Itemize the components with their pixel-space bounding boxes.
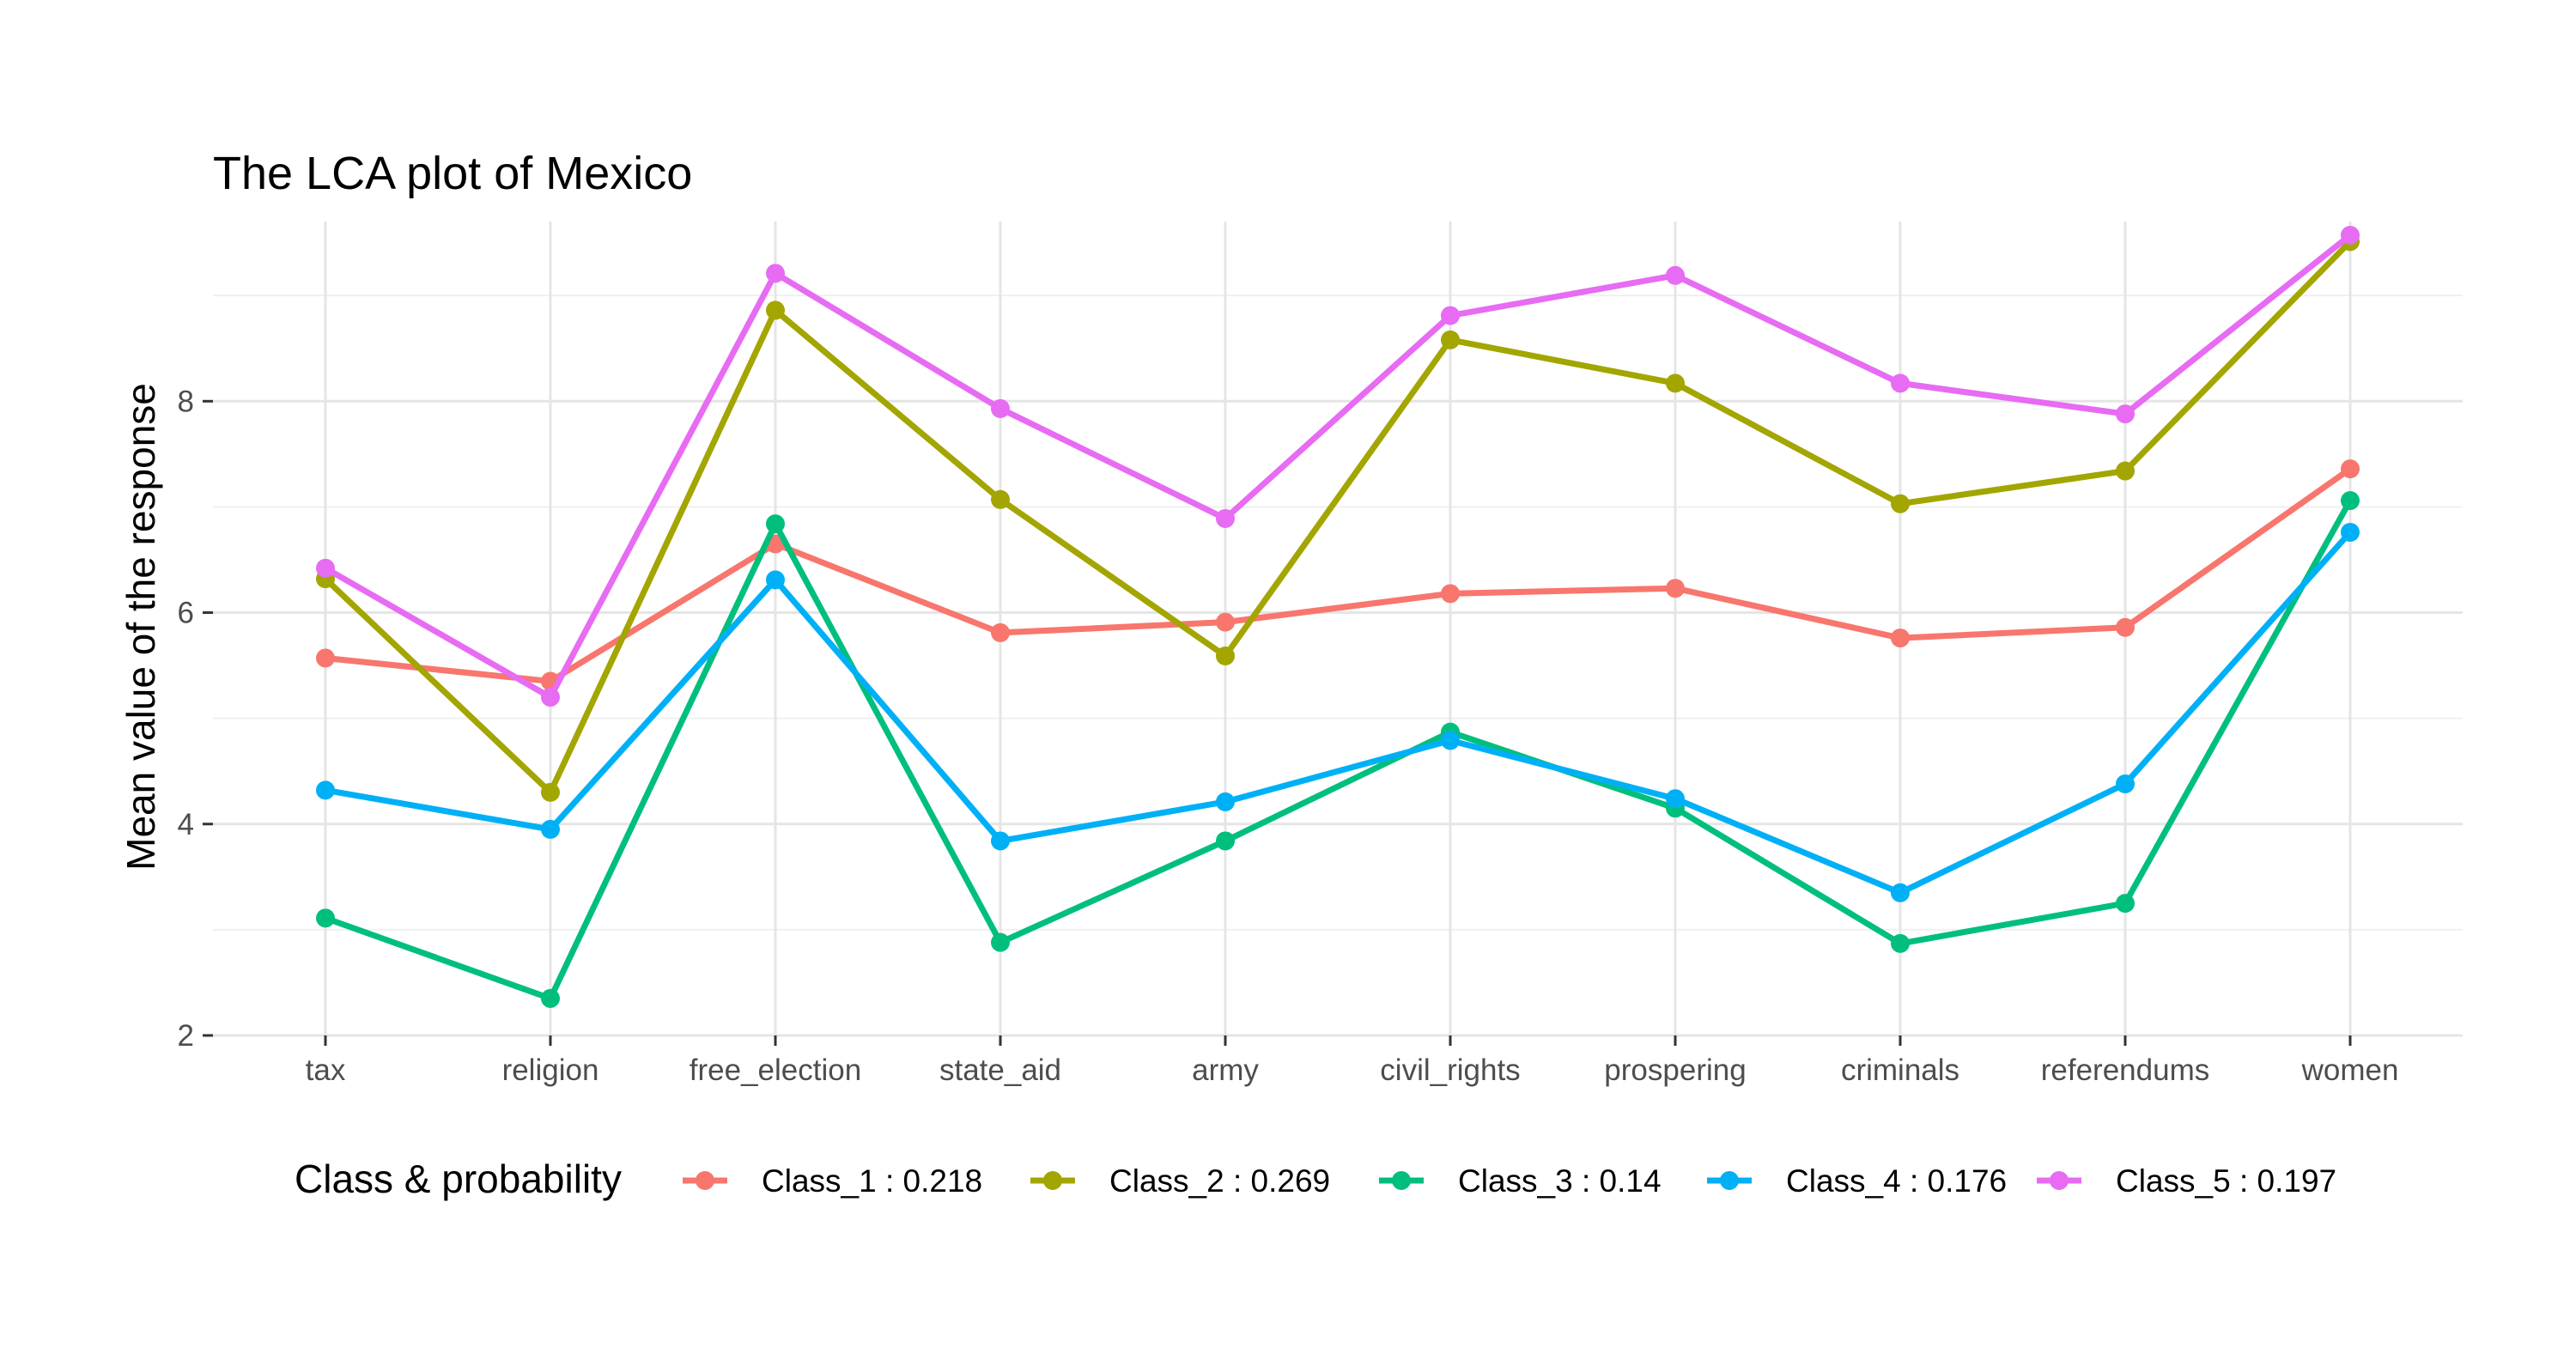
data-point [1891,494,1910,513]
legend-item-2: Class_2 : 0.269 [1030,1163,1330,1199]
x-tick-label: women [2301,1053,2399,1087]
data-point [1891,373,1910,393]
legend-label: Class_5 : 0.197 [2116,1163,2336,1199]
series-2 [316,232,2360,802]
series-line [322,497,2354,1002]
data-point [1891,628,1910,648]
data-point [2116,461,2135,481]
y-axis-ticks: 2 4 6 8 [178,385,213,1053]
x-tick-label: state_aid [939,1053,1061,1087]
x-tick-label: free_election [690,1053,861,1087]
legend-label: Class_3 : 0.14 [1458,1163,1662,1199]
chart-title: The LCA plot of Mexico [213,148,692,199]
data-point [766,264,785,283]
data-point [2341,522,2360,542]
legend-label: Class_2 : 0.269 [1109,1163,1330,1199]
series-line [322,465,2354,685]
series-group [316,226,2360,1008]
y-tick-label: 6 [178,597,194,630]
series-5 [316,226,2360,707]
legend-key-point [1043,1171,1062,1190]
data-point [2341,459,2360,479]
data-point [1441,584,1460,604]
y-tick-label: 2 [178,1019,194,1053]
data-point [766,514,785,534]
data-point [1216,647,1235,666]
data-point [1666,265,1685,285]
data-point [1666,579,1685,598]
data-point [316,780,335,800]
legend-label: Class_4 : 0.176 [1786,1163,2007,1199]
data-point [1216,612,1235,632]
data-point [1891,883,1910,902]
legend-title: Class & probability [295,1157,622,1201]
data-point [766,570,785,590]
legend-item-5: Class_5 : 0.197 [2037,1163,2336,1199]
x-tick-label: prospering [1604,1053,1746,1087]
data-point [316,648,335,668]
data-point [1666,789,1685,809]
x-tick-label: religion [502,1053,599,1087]
data-point [2341,491,2360,511]
x-tick-label: tax [306,1053,346,1087]
data-point [2341,226,2360,246]
data-point [1441,731,1460,750]
data-point [991,831,1010,851]
legend: Class & probability Class_1 : 0.218 Class… [295,1157,2336,1201]
y-tick-label: 8 [178,385,194,418]
series-line [322,529,2354,896]
y-axis-label: Mean value of the response [118,383,163,871]
legend-item-4: Class_4 : 0.176 [1707,1163,2007,1199]
x-tick-label: referendums [2041,1053,2209,1087]
data-point [1216,792,1235,811]
x-tick-label: civil_rights [1380,1053,1520,1087]
legend-key-point [1392,1171,1411,1190]
data-point [1216,508,1235,528]
legend-item-3: Class_3 : 0.14 [1379,1163,1662,1199]
data-point [991,398,1010,418]
data-point [541,782,560,802]
data-point [766,301,785,320]
x-tick-label: army [1192,1053,1259,1087]
data-point [316,908,335,928]
x-axis-ticks: tax religion free_election state_aid army civ… [306,1035,2399,1087]
data-point [991,489,1010,509]
legend-item-1: Class_1 : 0.218 [683,1163,982,1199]
data-point [1666,373,1685,393]
data-point [2116,617,2135,637]
data-point [541,688,560,707]
data-point [991,932,1010,952]
data-point [1441,306,1460,325]
data-point [541,819,560,839]
data-point [1441,330,1460,349]
legend-key-point [1720,1171,1739,1190]
x-tick-label: criminals [1841,1053,1959,1087]
data-point [1891,933,1910,953]
data-point [541,988,560,1008]
y-tick-label: 4 [178,808,194,841]
data-point [2116,404,2135,424]
series-4 [316,522,2360,902]
data-point [316,558,335,578]
legend-items: Class_1 : 0.218 Class_2 : 0.269 Class_3 : … [683,1163,2336,1199]
data-point [1216,831,1235,851]
data-point [2116,774,2135,793]
data-point [991,622,1010,642]
series-line [322,232,2354,701]
series-1 [316,459,2360,691]
data-point [2116,894,2135,914]
series-3 [316,491,2360,1008]
legend-key-point [2050,1171,2069,1190]
legend-label: Class_1 : 0.218 [762,1163,982,1199]
legend-key-point [696,1171,714,1190]
series-line [322,238,2354,796]
